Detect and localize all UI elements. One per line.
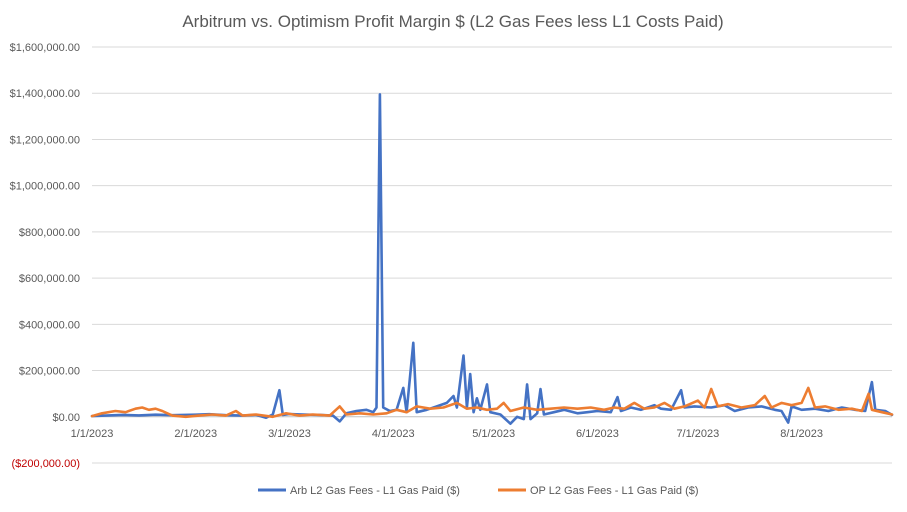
y-tick-label: $1,200,000.00 [10,134,80,146]
legend: Arb L2 Gas Fees - L1 Gas Paid ($) OP L2 G… [258,485,699,497]
x-tick-label: 4/1/2023 [372,428,415,440]
y-tick-label: $0.00 [52,412,80,424]
x-tick-label: 1/1/2023 [71,428,114,440]
y-tick-label: $600,000.00 [19,273,80,285]
y-tick-label: $400,000.00 [19,319,80,331]
y-tick-label: $1,600,000.00 [10,42,80,54]
x-tick-label: 3/1/2023 [268,428,311,440]
x-tick-label: 6/1/2023 [576,428,619,440]
legend-label-op: OP L2 Gas Fees - L1 Gas Paid ($) [530,485,699,497]
gridlines [92,46,892,464]
x-tick-label: 5/1/2023 [472,428,515,440]
y-axis-tick-labels: $1,600,000.00 $1,400,000.00 $1,200,000.00 $… [10,42,80,470]
y-tick-label: $1,400,000.00 [10,88,80,100]
y-tick-label: $200,000.00 [19,366,80,378]
series-line-arb [90,93,894,425]
chart-title: Arbitrum vs. Optimism Profit Margin $ (L… [182,12,723,31]
y-tick-label: ($200,000.00) [12,458,81,470]
x-tick-label: 2/1/2023 [174,428,217,440]
legend-label-arb: Arb L2 Gas Fees - L1 Gas Paid ($) [290,485,460,497]
y-tick-label: $800,000.00 [19,227,80,239]
x-tick-label: 8/1/2023 [780,428,823,440]
x-axis-tick-labels: 1/1/2023 2/1/2023 3/1/2023 4/1/2023 5/1/2023… [71,428,823,440]
series-line-op [90,386,894,419]
y-tick-label: $1,000,000.00 [10,181,80,193]
series-lines [90,93,894,425]
x-tick-label: 7/1/2023 [676,428,719,440]
